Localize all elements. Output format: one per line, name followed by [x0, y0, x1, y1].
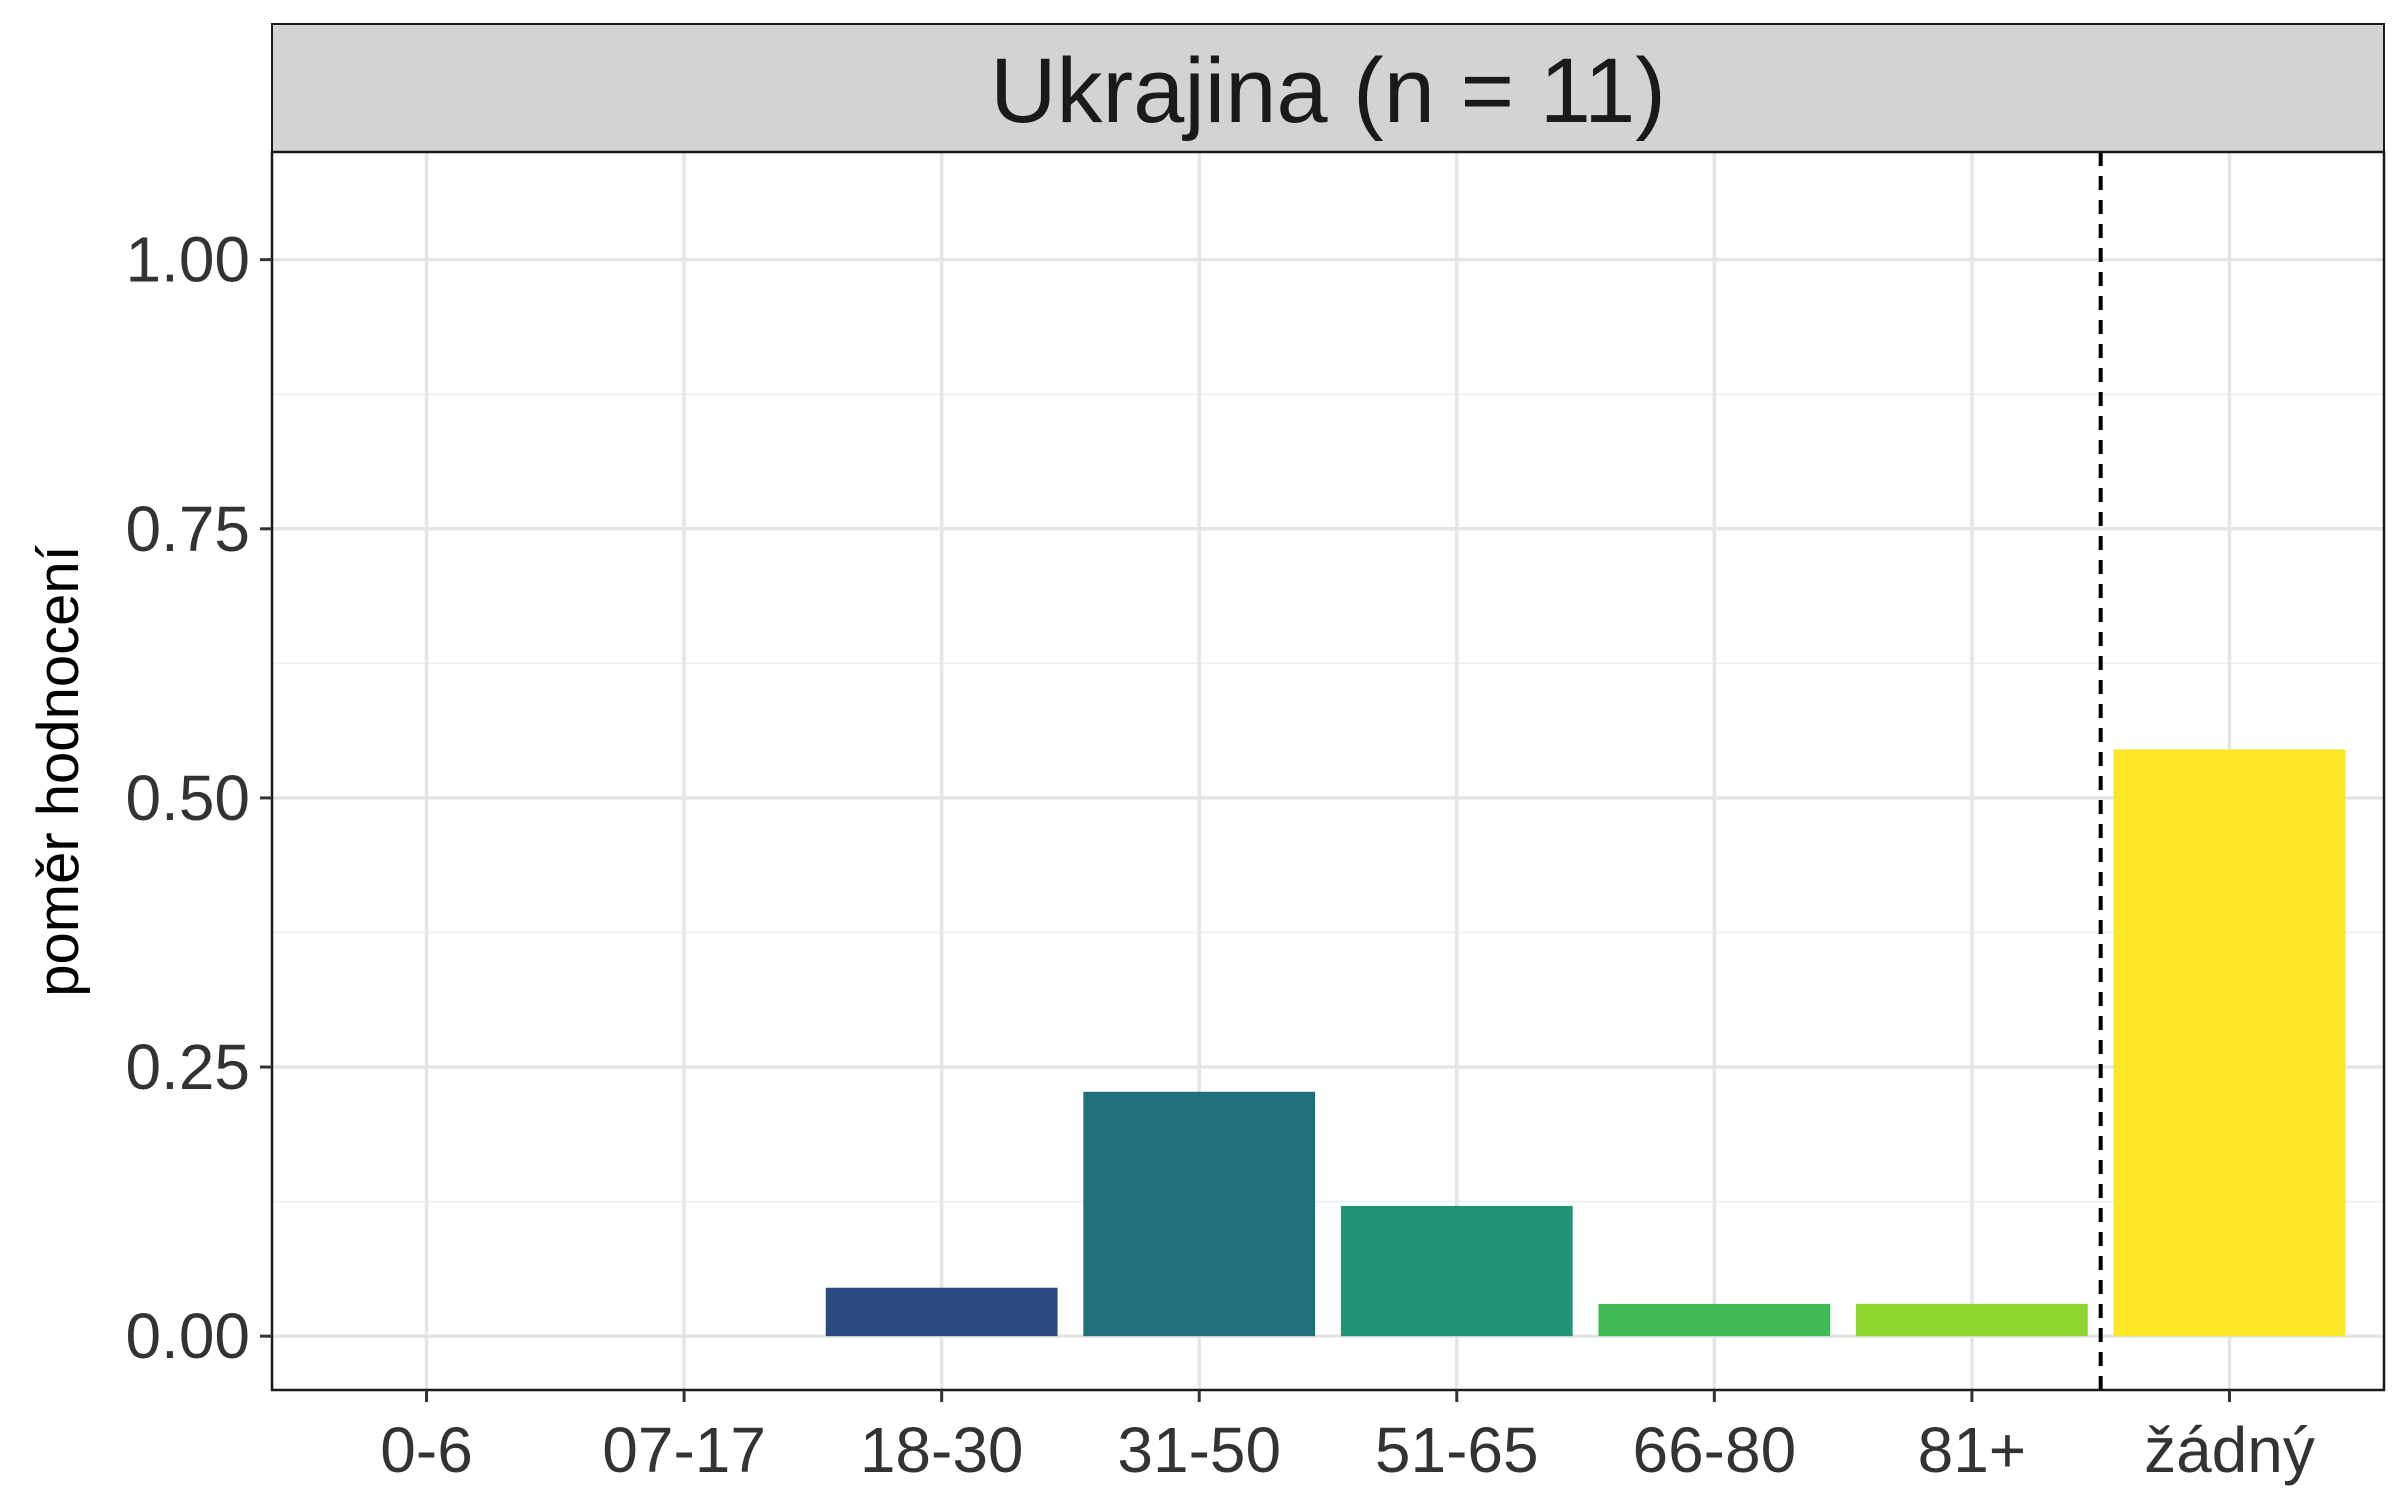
bar-81+ — [1856, 1303, 2088, 1337]
facet-strip — [271, 23, 2385, 153]
grid — [272, 152, 2384, 1390]
bar-66-80 — [1598, 1303, 1831, 1337]
x-tick-label: 07-17 — [602, 1414, 766, 1486]
x-tick-label: 66-80 — [1632, 1414, 1796, 1486]
bar-žádný — [2113, 749, 2346, 1337]
bar-18-30 — [825, 1287, 1058, 1337]
x-tick-label: 0-6 — [380, 1414, 473, 1486]
facet-title: Ukrajina (n = 11) — [990, 40, 1666, 142]
plot-panel — [272, 152, 2384, 1390]
x-axis: 0-6 07-17 18-30 31-50 51-65 66-80 81+ žádný — [380, 1390, 2315, 1486]
x-tick-label: 31-50 — [1117, 1414, 1281, 1486]
x-tick-label: 81+ — [1918, 1414, 2027, 1486]
bar-51-65 — [1340, 1205, 1573, 1337]
y-tick-label: 0.00 — [125, 1300, 250, 1372]
bar-31-50 — [1083, 1091, 1316, 1337]
y-axis: 0.00 0.25 0.50 0.75 1.00 — [125, 224, 272, 1372]
plot-border — [270, 150, 2386, 1392]
x-tick-label: 18-30 — [860, 1414, 1024, 1486]
y-tick-label: 0.25 — [125, 1031, 250, 1103]
y-axis-title: poměr hodnocení — [26, 545, 91, 996]
x-tick-label: žádný — [2144, 1414, 2315, 1486]
y-tick-label: 0.75 — [125, 493, 250, 565]
bars — [825, 749, 2346, 1337]
y-tick-label: 0.50 — [125, 762, 250, 834]
x-tick-label: 51-65 — [1375, 1414, 1539, 1486]
y-tick-label: 1.00 — [125, 224, 250, 296]
